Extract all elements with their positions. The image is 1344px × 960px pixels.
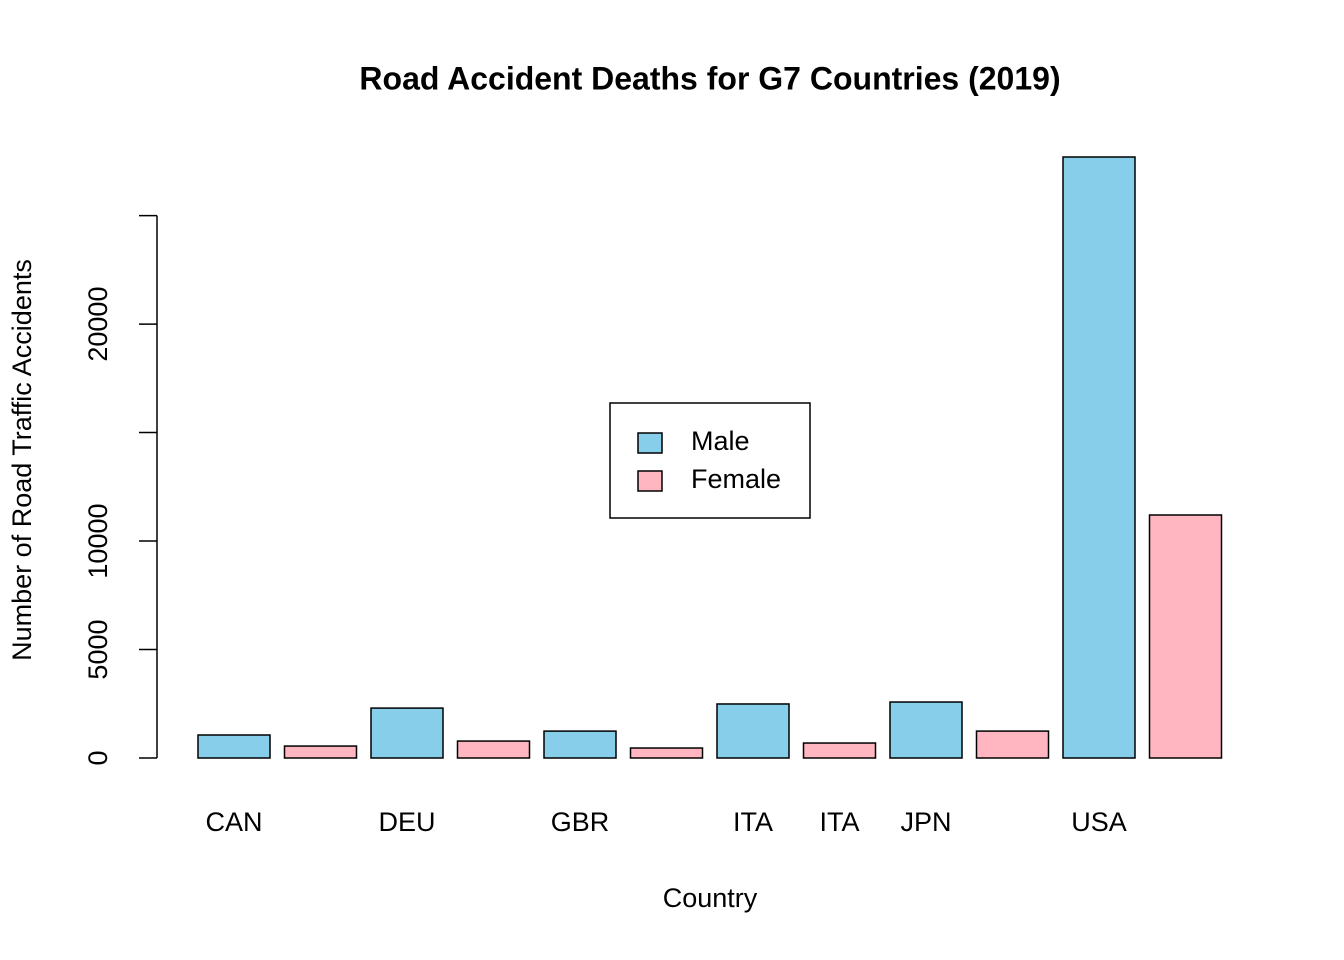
bar	[283, 745, 358, 759]
bar	[1062, 156, 1136, 759]
chart-title: Road Accident Deaths for G7 Countries (2…	[359, 60, 1060, 96]
legend-swatch	[637, 432, 663, 454]
x-tick-label: DEU	[378, 807, 435, 837]
x-tick-label: CAN	[205, 807, 262, 837]
bar	[889, 701, 963, 759]
legend-label: Female	[691, 464, 781, 494]
bar	[629, 747, 704, 759]
y-axis-label: Number of Road Traffic Accidents	[7, 259, 37, 661]
bar	[543, 730, 617, 759]
y-tick-label: 10000	[83, 503, 113, 578]
bar	[456, 740, 531, 759]
y-tick-label: 5000	[83, 619, 113, 679]
bar	[1148, 514, 1223, 759]
bar	[802, 742, 877, 759]
y-tick-label: 20000	[83, 287, 113, 362]
x-tick-label: ITA	[733, 807, 773, 837]
bar	[197, 734, 271, 759]
x-tick-label: ITA	[820, 807, 860, 837]
x-axis-label: Country	[663, 883, 758, 913]
bar	[975, 730, 1050, 759]
x-tick-label: GBR	[551, 807, 610, 837]
bar	[370, 707, 444, 759]
x-tick-label: JPN	[900, 807, 951, 837]
y-tick-label: 0	[83, 750, 113, 765]
legend-box	[609, 402, 811, 519]
legend-swatch	[637, 470, 663, 492]
bar	[716, 703, 790, 759]
x-tick-label: USA	[1071, 807, 1127, 837]
legend-label: Male	[691, 426, 750, 456]
